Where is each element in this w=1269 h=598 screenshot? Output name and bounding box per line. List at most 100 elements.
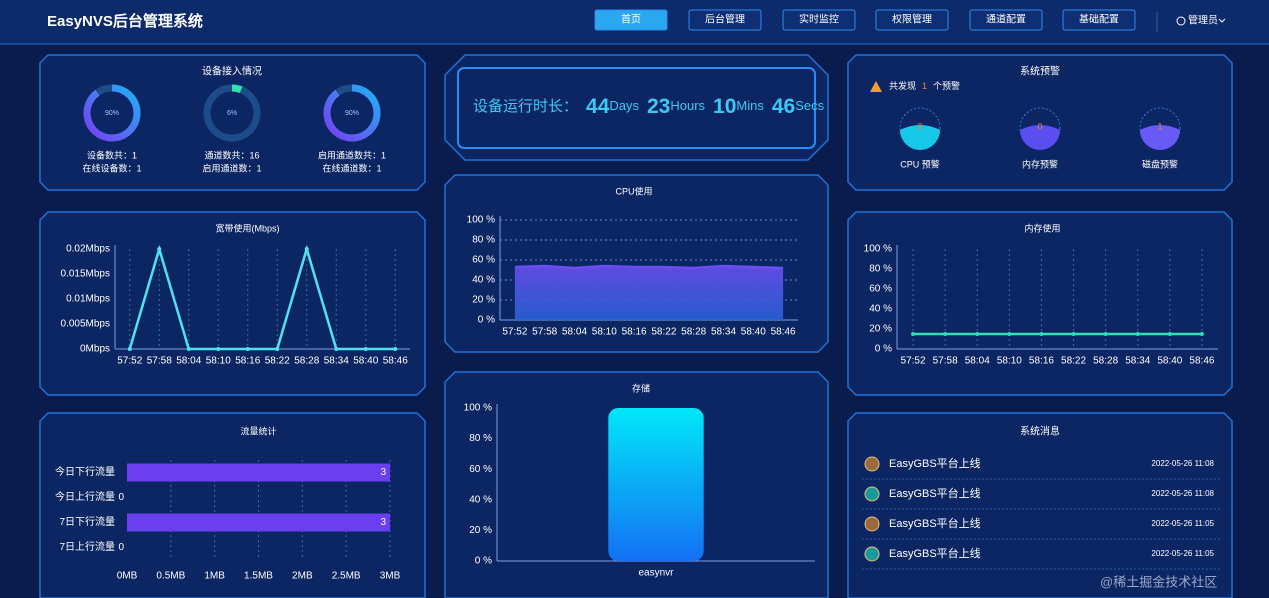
y-tick-label: 0.01Mbps xyxy=(66,294,110,305)
ring-caption: 在线通道数：1 xyxy=(322,162,381,173)
y-tick-label: 100 % xyxy=(464,403,492,414)
y-tick-label: 0 % xyxy=(478,315,495,326)
user-menu[interactable]: 管理员 xyxy=(1188,14,1218,27)
uptime-value: 46 xyxy=(772,95,795,118)
nav-label[interactable]: 通道配置 xyxy=(986,13,1026,26)
y-tick-label: 0Mbps xyxy=(80,344,110,355)
message-text: EasyGBS平台上线 xyxy=(889,546,981,560)
nav-button[interactable] xyxy=(875,9,949,31)
panel-frame xyxy=(444,174,829,353)
y-tick-label: 60 % xyxy=(469,464,492,475)
line xyxy=(128,244,396,351)
point xyxy=(1199,332,1204,336)
point xyxy=(363,347,368,351)
ring-label: 90% xyxy=(105,110,119,117)
x-tick-label: 58:46 xyxy=(383,356,408,367)
value-label: 0 xyxy=(118,542,124,553)
app-title: EasyNVS后台管理系统 xyxy=(47,12,203,30)
panel-frame xyxy=(847,211,1233,396)
x-tick-label: 58:40 xyxy=(1157,356,1182,367)
message-time: 2022-05-26 11:08 xyxy=(1151,459,1214,468)
x-tick-label: 58:10 xyxy=(592,327,617,338)
point xyxy=(1071,332,1076,336)
gauge-name: 内存预警 xyxy=(1022,158,1058,169)
ring-label: 90% xyxy=(345,110,359,117)
dropdown-icon xyxy=(1218,18,1226,23)
point xyxy=(1103,332,1108,336)
uptime-frame xyxy=(457,67,816,149)
x-tick-label: 58:34 xyxy=(1125,356,1150,367)
point xyxy=(127,347,132,351)
ring-label: 6% xyxy=(227,110,237,117)
ring-caption: 启用通道数共：1 xyxy=(318,149,386,160)
x-tick-label: 58:28 xyxy=(1093,356,1118,367)
panel-frame xyxy=(847,54,1233,191)
chart-title: CPU使用 xyxy=(615,185,652,196)
nav-button[interactable] xyxy=(594,9,668,31)
nav-label[interactable]: 后台管理 xyxy=(705,13,745,26)
ring-caption: 在线设备数：1 xyxy=(82,162,141,173)
x-tick-label: easynvr xyxy=(638,568,674,579)
panel-title: 系统预警 xyxy=(1020,65,1060,78)
nav-button[interactable] xyxy=(688,9,762,31)
x-tick-label: 58:16 xyxy=(235,356,260,367)
y-tick-label: 60 % xyxy=(869,284,892,295)
uptime-unit: Hours xyxy=(670,98,705,113)
x-tick-label: 58:04 xyxy=(176,356,201,367)
x-tick-label: 2.5MB xyxy=(332,571,361,582)
x-tick-label: 3MB xyxy=(380,571,401,582)
bar xyxy=(608,408,704,561)
y-tick-label: 20 % xyxy=(472,295,495,306)
chart-title: 流量统计 xyxy=(240,425,276,436)
message-icon xyxy=(864,516,880,532)
point xyxy=(1167,332,1172,336)
nav-label[interactable]: 实时监控 xyxy=(799,13,839,26)
ring-arc xyxy=(83,84,141,142)
nav-button[interactable] xyxy=(782,9,856,31)
x-tick-label: 58:22 xyxy=(1061,356,1086,367)
nav-label[interactable]: 首页 xyxy=(621,13,641,26)
y-tick-label: 0 % xyxy=(875,344,892,355)
x-tick-label: 58:16 xyxy=(1029,356,1054,367)
x-tick-label: 58:28 xyxy=(681,327,706,338)
x-tick-label: 57:58 xyxy=(933,356,958,367)
x-tick-label: 57:58 xyxy=(147,356,172,367)
x-tick-label: 2MB xyxy=(292,571,313,582)
uptime-value: 44 xyxy=(586,95,610,118)
x-tick-label: 58:04 xyxy=(965,356,990,367)
y-tick-label: 60 % xyxy=(472,255,495,266)
y-tick-label: 今日上行流量 xyxy=(55,490,115,503)
panel-frame xyxy=(444,54,829,161)
value-label: 3 xyxy=(380,517,386,528)
gauge-fill xyxy=(1140,125,1180,150)
x-tick-label: 58:40 xyxy=(353,356,378,367)
gauge-value: 1 xyxy=(1157,121,1162,131)
panel-frame xyxy=(39,54,426,191)
warning-icon xyxy=(870,81,882,92)
y-tick-label: 40 % xyxy=(469,494,492,505)
gauge-value: 0 xyxy=(1037,121,1042,131)
chart-title: 存储 xyxy=(632,382,650,393)
x-tick-label: 58:22 xyxy=(651,327,676,338)
message-icon xyxy=(864,456,880,472)
point xyxy=(275,347,280,351)
x-tick-label: 58:04 xyxy=(562,327,587,338)
warning-prefix: 共发现 xyxy=(889,80,916,91)
y-tick-label: 40 % xyxy=(869,304,892,315)
bar xyxy=(127,463,390,482)
nav-label[interactable]: 权限管理 xyxy=(892,13,932,26)
x-tick-label: 57:58 xyxy=(532,327,557,338)
x-tick-label: 58:10 xyxy=(997,356,1022,367)
point xyxy=(334,347,339,351)
x-tick-label: 58:28 xyxy=(294,356,319,367)
uptime-unit: Secs xyxy=(795,98,824,113)
nav-button[interactable] xyxy=(969,9,1043,31)
y-tick-label: 0.02Mbps xyxy=(66,244,110,255)
nav-label[interactable]: 基础配置 xyxy=(1079,13,1119,26)
ring-caption: 通道数共：16 xyxy=(204,149,259,160)
nav-button[interactable] xyxy=(1062,9,1136,31)
y-tick-label: 0.015Mbps xyxy=(61,269,110,280)
warning-summary: 共发现 1 个预警 xyxy=(889,80,960,91)
gauge-value: 0 xyxy=(917,121,922,131)
